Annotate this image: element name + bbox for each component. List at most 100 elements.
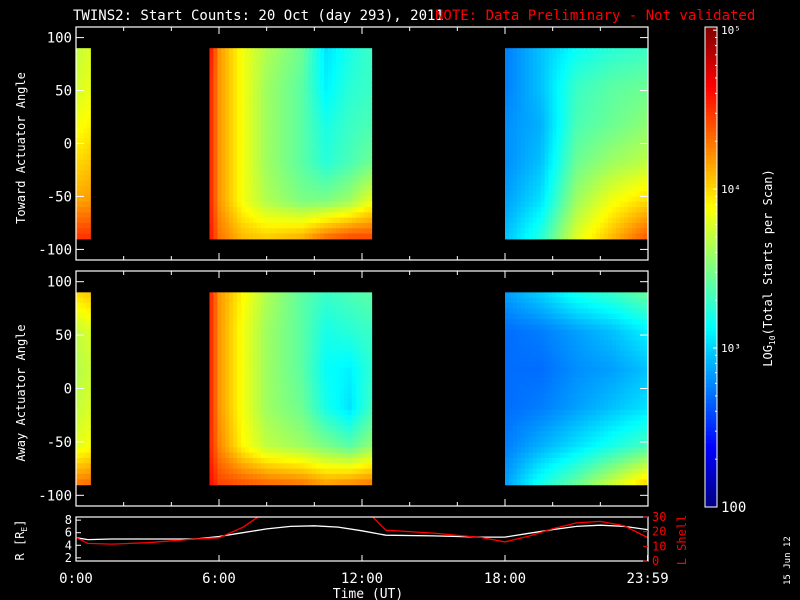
away-heatmap-cell [300,340,305,347]
toward-heatmap-cell [367,228,373,235]
toward-heatmap-cell [237,122,242,129]
toward-heatmap-cell [536,74,542,81]
away-heatmap-cell [544,324,550,331]
toward-heatmap-cell [288,122,294,129]
away-heatmap-cell [213,367,218,374]
away-heatmap-cell [363,303,369,309]
toward-heatmap-cell [580,196,585,203]
toward-heatmap-cell [643,122,649,129]
toward-heatmap-cell [328,85,333,92]
toward-heatmap-cell [221,127,226,134]
toward-heatmap-cell [524,122,530,129]
toward-heatmap-cell [524,74,530,81]
away-heatmap-cell [536,463,542,470]
away-heatmap-cell [209,361,215,368]
toward-heatmap-cell [631,191,637,198]
away-heatmap-cell [276,473,282,480]
away-heatmap-cell [221,324,226,331]
toward-heatmap-cell [229,164,234,171]
away-heatmap-cell [516,388,522,395]
away-heatmap-cell [328,388,333,395]
toward-heatmap-cell [209,69,215,76]
away-heatmap-cell [316,297,321,304]
away-heatmap-cell [296,452,301,459]
toward-heatmap-cell [639,185,645,192]
away-heatmap-cell [296,415,301,422]
away-heatmap-cell [229,409,234,416]
toward-heatmap-cell [623,90,629,97]
away-heatmap-cell [528,393,534,400]
toward-heatmap-cell [512,132,518,139]
toward-heatmap-cell [76,95,81,102]
toward-heatmap-cell [351,222,357,229]
toward-heatmap-cell [548,196,554,203]
away-heatmap-cell [268,367,274,374]
toward-heatmap-cell [347,159,353,166]
toward-heatmap-cell [540,148,546,155]
toward-heatmap-cell [532,212,538,219]
away-heatmap-cell [532,292,538,299]
away-heatmap-cell [260,335,266,342]
toward-heatmap-cell [76,212,81,219]
toward-heatmap-cell [355,164,361,171]
toward-heatmap-cell [260,148,266,155]
toward-heatmap-cell [623,169,629,176]
toward-heatmap-cell [564,207,569,213]
toward-heatmap-cell [221,143,226,150]
away-heatmap-cell [83,388,88,395]
toward-heatmap-cell [607,48,613,55]
toward-heatmap-cell [607,143,613,150]
toward-heatmap-cell [532,53,538,60]
away-heatmap-cell [76,393,81,400]
away-heatmap-cell [324,356,329,363]
toward-heatmap-cell [268,154,274,160]
toward-heatmap-cell [564,196,569,203]
toward-heatmap-cell [241,212,246,219]
toward-heatmap-cell [86,169,91,176]
toward-heatmap-cell [335,64,341,70]
toward-heatmap-cell [544,217,550,224]
away-heatmap-cell [304,420,309,427]
toward-heatmap-cell [615,48,621,55]
away-heatmap-cell [233,441,238,448]
toward-heatmap-cell [245,212,250,219]
toward-heatmap-cell [233,74,238,81]
away-heatmap-cell [284,452,290,459]
toward-heatmap-cell [367,159,373,166]
toward-heatmap-cell [505,228,510,235]
away-heatmap-cell [288,303,294,309]
toward-heatmap-cell [643,74,649,81]
away-heatmap-cell [363,420,369,427]
toward-heatmap-cell [505,201,510,208]
toward-heatmap-cell [552,138,558,145]
away-heatmap-cell [544,425,550,432]
toward-heatmap-cell [332,185,337,192]
away-heatmap-cell [540,463,546,470]
away-heatmap-cell [540,292,546,299]
toward-heatmap-cell [619,185,625,192]
away-heatmap-cell [532,463,538,470]
away-heatmap-cell [532,372,538,379]
toward-heatmap-cell [520,164,526,171]
toward-heatmap-cell [343,143,349,150]
toward-heatmap-cell [505,85,510,92]
toward-heatmap-cell [308,95,313,102]
toward-heatmap-cell [560,111,566,118]
away-heatmap-cell [508,367,514,374]
toward-heatmap-cell [229,106,234,113]
away-heatmap-cell [363,393,369,400]
away-heatmap-cell [245,399,250,406]
away-heatmap-cell [292,473,298,480]
toward-heatmap-cell [83,111,88,118]
toward-heatmap-cell [520,180,526,187]
toward-heatmap-cell [619,217,625,224]
away-heatmap-cell [260,388,266,395]
toward-heatmap-cell [604,127,609,134]
away-heatmap-cell [532,367,538,374]
toward-heatmap-cell [564,106,569,113]
toward-heatmap-cell [308,74,313,81]
away-heatmap-cell [363,404,369,411]
away-heatmap-cell [328,436,333,443]
toward-heatmap-cell [568,185,573,192]
toward-heatmap-cell [564,143,569,150]
